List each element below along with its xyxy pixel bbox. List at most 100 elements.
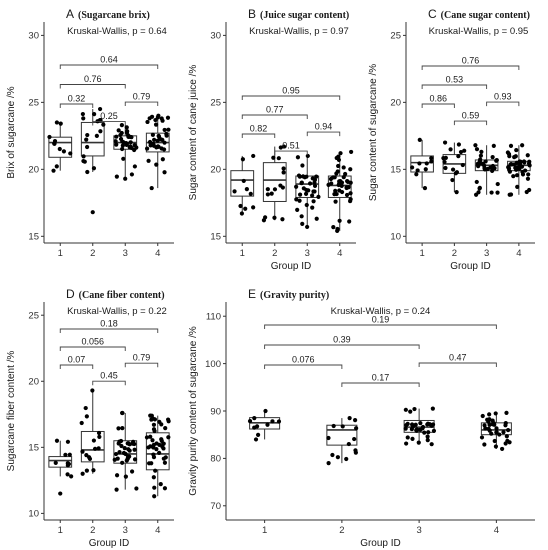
data-point <box>479 435 485 440</box>
data-point <box>132 447 137 452</box>
box-group-2 <box>441 140 467 195</box>
x-tick-label: 2 <box>452 248 457 259</box>
data-point <box>128 144 133 149</box>
data-point <box>330 452 335 458</box>
data-point <box>490 418 495 423</box>
panel-title: D (Cane fiber content) <box>66 287 165 301</box>
x-axis-label: Group ID <box>450 261 491 272</box>
data-point <box>65 439 71 444</box>
comparison-1-3: 0.77 <box>241 105 308 119</box>
data-point <box>296 173 302 178</box>
data-point <box>477 185 482 190</box>
x-tick-label: 1 <box>58 248 63 259</box>
data-point <box>96 430 102 436</box>
box-group-2 <box>79 388 105 476</box>
data-point <box>347 416 352 421</box>
data-point <box>495 181 500 187</box>
data-point <box>297 192 303 197</box>
data-point <box>69 474 74 479</box>
y-tick-label: 20 <box>210 165 221 176</box>
data-point <box>422 185 428 191</box>
data-point <box>149 461 154 466</box>
data-point <box>311 199 316 204</box>
p-value-label: 0.17 <box>372 373 390 383</box>
data-point <box>312 177 318 182</box>
comparison-bracket <box>59 103 94 108</box>
data-point <box>305 224 310 230</box>
data-point <box>119 443 124 449</box>
data-point <box>297 198 302 203</box>
data-point <box>476 190 481 195</box>
comparison-bracket <box>418 362 497 367</box>
box-group-2 <box>261 144 287 223</box>
box-group-4 <box>144 113 171 191</box>
data-point <box>416 440 421 445</box>
data-point <box>151 442 156 447</box>
data-point <box>520 172 526 177</box>
p-value-label: 0.79 <box>133 353 151 363</box>
p-value-label: 0.76 <box>84 74 102 84</box>
x-tick-label: 3 <box>123 525 128 536</box>
data-point <box>271 155 276 160</box>
data-point <box>128 140 133 145</box>
panel-b: B (Juice sugar content) 15 20 25 30 1 2 3 4 Group … <box>188 7 356 272</box>
comparison-1-4: 0.95 <box>241 86 341 100</box>
data-point <box>514 165 519 171</box>
x-tick-label: 4 <box>494 525 499 536</box>
data-point <box>164 131 169 136</box>
data-point <box>442 159 447 165</box>
data-point <box>299 181 304 186</box>
data-point <box>448 147 453 152</box>
x-tick-label: 4 <box>155 248 160 259</box>
data-point <box>408 409 413 414</box>
panel-title: B (Juice sugar content) <box>248 7 349 21</box>
data-point <box>115 456 120 461</box>
data-point <box>269 191 274 196</box>
data-point <box>84 414 89 419</box>
x-tick-label: 1 <box>419 248 424 259</box>
data-point <box>148 141 153 146</box>
box-group-1 <box>48 438 74 496</box>
data-point <box>85 144 90 150</box>
y-tick-label: 15 <box>28 232 39 243</box>
data-point <box>251 205 256 210</box>
data-point <box>243 206 248 211</box>
data-point <box>61 149 67 154</box>
data-point <box>353 450 358 455</box>
y-tick-label: 30 <box>28 31 39 42</box>
data-point <box>248 191 253 196</box>
p-value-label: 0.76 <box>462 56 480 66</box>
data-point <box>505 438 510 443</box>
panel-title: C (Cane sugar content) <box>428 7 530 21</box>
data-point <box>494 158 499 163</box>
y-tick-label: 25 <box>210 98 221 109</box>
data-point <box>161 456 166 461</box>
data-point <box>338 151 343 156</box>
data-point <box>501 430 506 435</box>
comparison-bracket <box>486 101 520 107</box>
data-point <box>403 426 408 431</box>
comparison-1-3: 0.76 <box>59 74 126 89</box>
comparison-bracket <box>274 150 308 156</box>
data-point <box>482 163 487 168</box>
data-point <box>450 177 455 183</box>
data-point <box>159 422 164 427</box>
data-point <box>281 166 286 171</box>
data-point <box>489 190 494 195</box>
data-point <box>276 419 282 424</box>
p-value-label: 0.19 <box>372 315 390 325</box>
data-point <box>85 169 90 175</box>
comparison-bracket <box>421 65 520 70</box>
data-point <box>304 202 309 208</box>
data-point <box>158 137 163 142</box>
box-group-4 <box>505 143 532 197</box>
comparison-3-4: 0.93 <box>486 92 520 107</box>
box-group-4 <box>144 413 171 499</box>
data-point <box>151 422 157 427</box>
y-tick-label: 10 <box>28 509 39 520</box>
data-point <box>270 419 275 424</box>
p-value-label: 0.51 <box>282 141 300 151</box>
box-group-2 <box>326 416 359 466</box>
box-group-4 <box>479 410 512 452</box>
kruskal-wallis-label: Kruskal-Wallis, p = 0.95 <box>429 26 529 37</box>
